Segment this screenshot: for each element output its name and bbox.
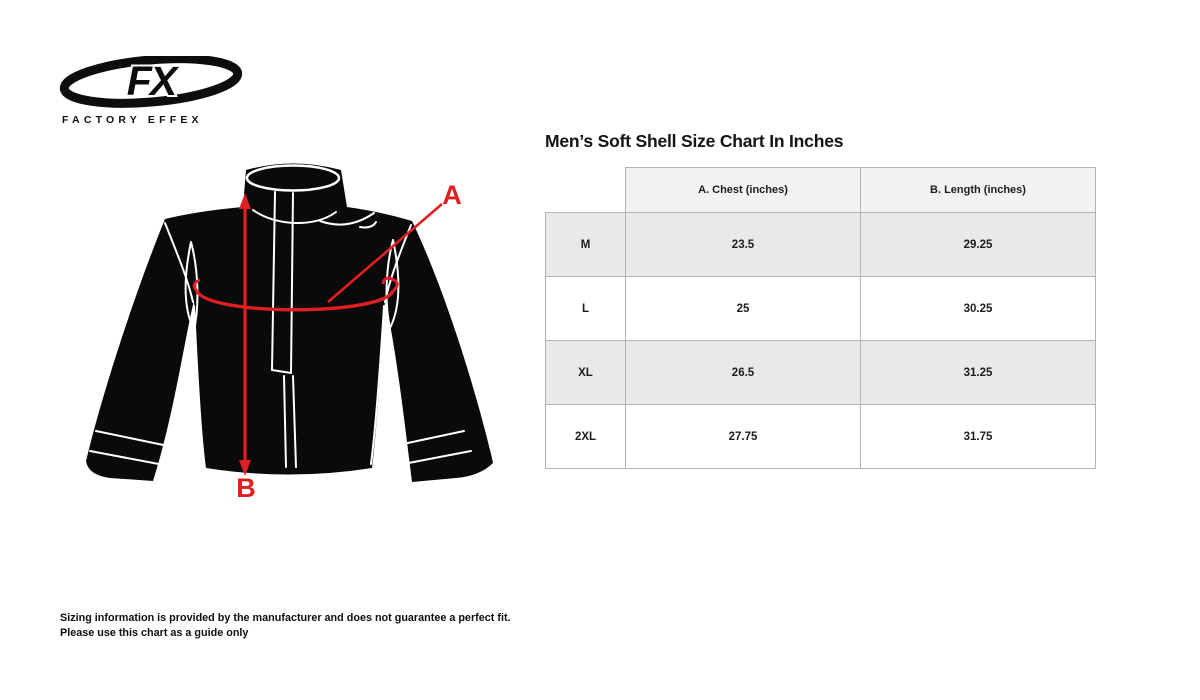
size-cell: L [545,276,626,341]
size-cell: M [545,212,626,277]
disclaimer: Sizing information is provided by the ma… [60,611,511,640]
page-title: Men’s Soft Shell Size Chart In Inches [545,131,844,151]
chest-pointer-line [327,203,443,303]
chest-measure-arc [195,289,395,312]
header-cell-chest: A. Chest (inches) [625,167,861,213]
chest-cell: 27.75 [625,404,861,469]
disclaimer-line-2: Please use this chart as a guide only [60,626,249,639]
chest-arc-right-curl [381,276,399,293]
chest-cell: 25 [625,276,861,341]
length-cell: 31.25 [860,340,1096,405]
length-arrow-up-icon [239,193,251,209]
chest-arc-left-curl [192,278,201,293]
size-chart-table: A. Chest (inches) B. Length (inches) M 2… [545,167,1096,469]
disclaimer-line-1: Sizing information is provided by the ma… [60,612,511,624]
fx-monogram: FX [127,58,180,104]
brand-name: FACTORY EFFEX [62,114,203,126]
table-row: L 25 30.25 [545,276,1096,341]
table-row: 2XL 27.75 31.75 [545,404,1096,469]
header-cell-blank [545,167,626,213]
jacket-measurement-diagram: A B [60,150,500,515]
length-cell: 29.25 [860,212,1096,277]
length-label: B [236,473,256,503]
jacket-seams [89,191,472,468]
length-cell: 31.75 [860,404,1096,469]
factory-effex-logo: FX FACTORY EFFEX [58,54,248,126]
jacket-illustration: A B [86,163,493,503]
length-cell: 30.25 [860,276,1096,341]
collar-opening [245,164,341,192]
header-cell-length: B. Length (inches) [860,167,1096,213]
chest-label: A [442,180,462,210]
length-arrow-down-icon [239,460,251,476]
measurement-annotations: A B [192,180,462,503]
table-row: XL 26.5 31.25 [545,340,1096,405]
size-cell: 2XL [545,404,626,469]
size-cell: XL [545,340,626,405]
table-header-row: A. Chest (inches) B. Length (inches) [545,167,1096,213]
chest-cell: 26.5 [625,340,861,405]
table-row: M 23.5 29.25 [545,212,1096,277]
chest-cell: 23.5 [625,212,861,277]
fx-logo-icon: FX [59,54,243,108]
